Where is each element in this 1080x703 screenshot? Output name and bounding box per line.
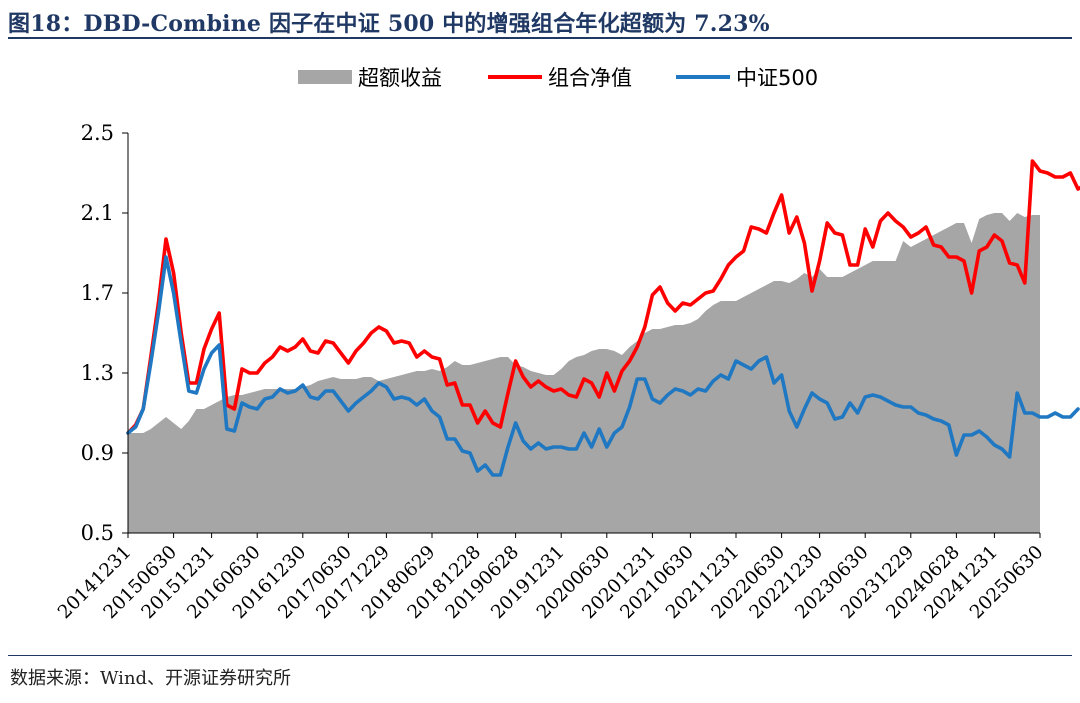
legend-item-portfolio: 组合净值: [488, 66, 632, 90]
title-rule: [8, 37, 1072, 39]
y-tick-label: 1.7: [81, 281, 114, 305]
chart: 超额收益 组合净值 中证500 0.5 0.9 1.3 1.7 2.1 2.5 2014123…: [54, 66, 1080, 623]
y-tick-label: 2.5: [81, 121, 114, 145]
legend-item-excess-return: 超额收益: [298, 66, 442, 90]
y-tick-label: 0.9: [81, 441, 114, 465]
figure-title: 图18：DBD-Combine 因子在中证 500 中的增强组合年化超额为 7.…: [8, 11, 770, 37]
legend-item-csi500: 中证500: [676, 66, 818, 90]
x-axis: 2014123120150630201512312016063020161230…: [54, 532, 1048, 623]
series-line-portfolio: [126, 159, 1080, 435]
legend-swatch: [298, 70, 352, 84]
plot-area: [126, 159, 1080, 533]
y-tick-label: 2.1: [81, 201, 114, 225]
source-rule: [8, 655, 1072, 656]
source-note: 数据来源：Wind、开源证券研究所: [10, 668, 292, 689]
legend-label: 超额收益: [358, 66, 442, 90]
series-area-excess-return: [128, 213, 1040, 533]
legend-label: 中证500: [736, 66, 818, 90]
legend-label: 组合净值: [548, 66, 632, 90]
y-tick-label: 0.5: [81, 521, 114, 545]
y-axis: 0.5 0.9 1.3 1.7 2.1 2.5: [81, 121, 129, 545]
legend: 超额收益 组合净值 中证500: [298, 66, 818, 90]
series-line-csi500: [126, 255, 1080, 477]
y-tick-label: 1.3: [81, 361, 114, 385]
